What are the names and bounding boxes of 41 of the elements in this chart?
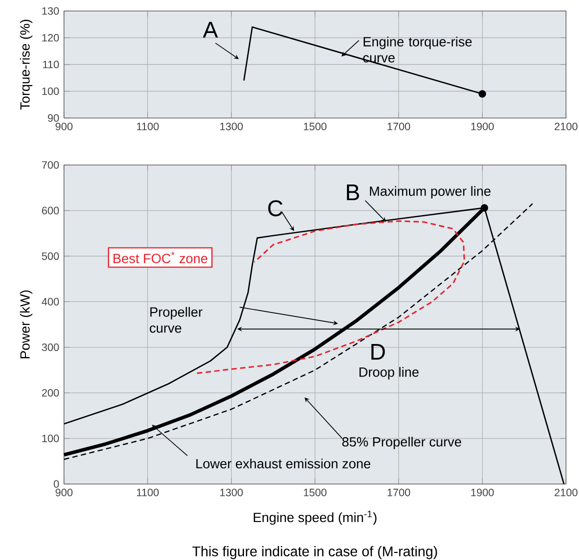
x-tick-label: 1100 [137, 122, 159, 130]
annotation: D [371, 344, 385, 360]
y-tick-label: 110 [43, 60, 59, 68]
annotation: Propeller curve [150, 306, 202, 333]
annotation: B [346, 184, 360, 200]
annotation: Best FOC$^{*}$ zone [114, 252, 208, 264]
x-tick-label: 1500 [304, 488, 326, 496]
x-tick-label: 900 [56, 122, 72, 130]
x-tick-label: 1900 [471, 488, 494, 496]
y-tick-label: 90 [48, 114, 59, 122]
x-tick-label: 2100 [554, 488, 578, 496]
y-tick-label: 100 [42, 87, 59, 96]
annotation: Lower exhaust emission zone [196, 458, 370, 468]
x-tick-label: 900 [56, 488, 72, 496]
y-tick-label: 120 [42, 34, 59, 42]
annotation: 85% Propeller curve [342, 436, 462, 450]
y-axis-title: Power (kW) [20, 290, 32, 358]
annotation: Droop line [360, 367, 419, 380]
y-tick-label: 700 [42, 161, 59, 169]
text: This figure indicate in case of (M-rating) [192, 546, 438, 560]
y-tick-label: 400 [42, 298, 59, 306]
y-tick-label: 100 [42, 434, 59, 442]
y-tick-label: 0 [54, 480, 59, 488]
x-axis-title: Engine speed (min$^{-1}$) [254, 510, 376, 525]
x-tick-label: 1300 [220, 122, 243, 130]
annotation: C [268, 200, 283, 216]
y-tick-label: 300 [42, 344, 59, 352]
x-tick-label: 1700 [388, 488, 410, 496]
annotation: A [202, 22, 218, 38]
y-tick-label: 500 [42, 252, 59, 260]
x-tick-label: 1100 [137, 488, 159, 496]
y-tick-label: 200 [42, 389, 59, 397]
x-tick-label: 1500 [304, 122, 326, 130]
annotation: Maximum power line [370, 186, 491, 199]
x-tick-label: 1700 [388, 122, 410, 130]
x-tick-label: 2100 [554, 122, 578, 130]
y-tick-label: 600 [42, 206, 59, 214]
y-tick-label: 130 [42, 7, 59, 15]
y-axis-title: Torque-rise (%) [20, 20, 32, 110]
x-tick-label: 1300 [220, 488, 243, 496]
x-tick-label: 1900 [471, 122, 494, 130]
